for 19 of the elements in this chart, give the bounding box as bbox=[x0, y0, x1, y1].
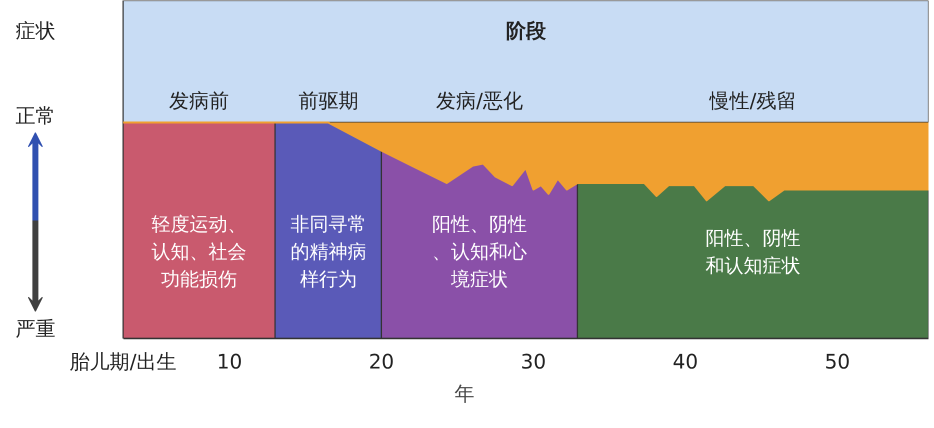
x-tick-label: 50 bbox=[824, 350, 850, 374]
text: 严重 bbox=[15, 316, 56, 340]
band-label: 慢性/残留 bbox=[708, 88, 796, 112]
chart-title: 阶段 bbox=[506, 18, 547, 42]
y-axis-title: 症状 bbox=[15, 18, 56, 42]
band-label: 前驱期 bbox=[298, 88, 358, 112]
x-tick-label: 40 bbox=[672, 350, 698, 374]
annotation: 阳性、阴性、认知和心境症状 bbox=[432, 214, 527, 291]
annotation: 阳性、阴性和认知症状 bbox=[705, 227, 800, 277]
x-tick-label: 10 bbox=[216, 350, 242, 374]
x-tick-label: 胎儿期/出生 bbox=[70, 350, 176, 374]
x-tick-label: 30 bbox=[520, 350, 546, 374]
x-tick-label: 20 bbox=[368, 350, 394, 374]
band-label: 发病/恶化 bbox=[436, 88, 523, 112]
annotation: 轻度运动、认知、社会功能损伤 bbox=[152, 214, 247, 291]
band-label: 发病前 bbox=[169, 88, 230, 112]
x-axis-title: 年 bbox=[454, 382, 474, 406]
text: 正常 bbox=[15, 104, 56, 128]
annotation: 非同寻常的精神病样行为 bbox=[290, 214, 366, 291]
